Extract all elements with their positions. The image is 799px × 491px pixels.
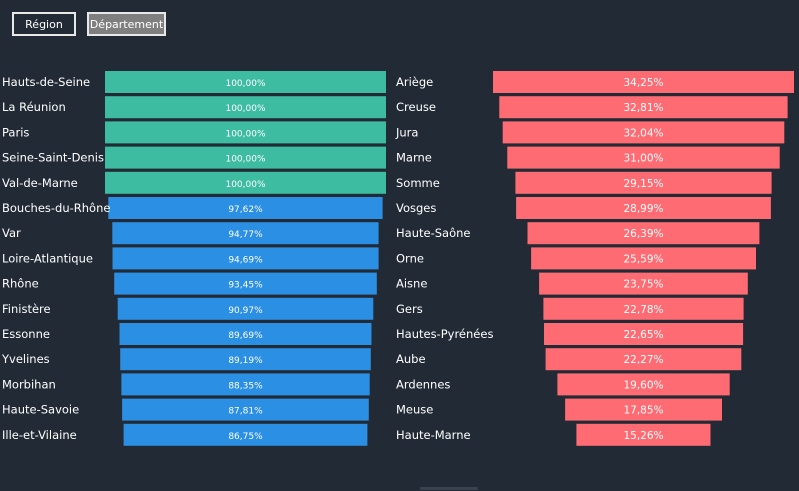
category-label: Rhône bbox=[2, 277, 39, 291]
value-label: 31,00% bbox=[623, 153, 663, 165]
category-label: Vosges bbox=[396, 201, 436, 215]
value-label: 19,60% bbox=[623, 379, 663, 391]
category-label: Jura bbox=[395, 125, 418, 139]
category-label: Ariège bbox=[396, 75, 433, 89]
bar-ari-ge[interactable] bbox=[493, 71, 794, 93]
bar-vosges[interactable] bbox=[516, 197, 771, 219]
bar-morbihan[interactable] bbox=[121, 373, 370, 396]
value-label: 34,25% bbox=[623, 77, 663, 89]
bar-essonne[interactable] bbox=[119, 323, 372, 345]
bar-haute-marne[interactable] bbox=[576, 423, 711, 446]
value-label: 15,26% bbox=[623, 430, 663, 442]
value-label: 88,35% bbox=[228, 381, 263, 391]
value-label: 97,62% bbox=[228, 205, 263, 215]
top-departements-funnel-chart: Hauts-de-Seine 100,00% La Réunion 100,00% Pa… bbox=[1, 71, 386, 446]
value-label: 89,69% bbox=[228, 331, 263, 341]
value-label: 94,77% bbox=[228, 230, 263, 240]
category-label: Var bbox=[2, 226, 21, 240]
bar-haute-sa-ne[interactable] bbox=[527, 222, 760, 245]
bar-orne[interactable] bbox=[531, 247, 756, 270]
bar-gers[interactable] bbox=[543, 297, 744, 320]
bar-seine-saint-denis[interactable] bbox=[105, 146, 386, 169]
bar-hautes-pyr-n-es[interactable] bbox=[544, 323, 744, 345]
category-label: Val-de-Marne bbox=[2, 176, 78, 190]
bar-somme[interactable] bbox=[515, 171, 772, 194]
category-label: Morbihan bbox=[2, 377, 56, 391]
bar-yvelines[interactable] bbox=[120, 348, 371, 371]
bar-hauts-de-seine[interactable] bbox=[105, 71, 386, 93]
category-label: Hauts-de-Seine bbox=[2, 75, 90, 89]
value-label: 100,00% bbox=[225, 129, 265, 139]
value-label: 87,81% bbox=[228, 407, 263, 417]
category-label: Orne bbox=[396, 251, 424, 265]
category-label: Seine-Saint-Denis bbox=[2, 151, 104, 165]
bar-var[interactable] bbox=[112, 222, 379, 245]
value-label: 89,19% bbox=[228, 356, 263, 366]
category-label: Aisne bbox=[396, 277, 427, 291]
bar-val-de-marne[interactable] bbox=[105, 171, 386, 194]
value-label: 100,00% bbox=[225, 180, 265, 190]
region-button[interactable]: Région bbox=[12, 12, 76, 36]
category-label: Marne bbox=[396, 151, 432, 165]
category-label: Ardennes bbox=[396, 377, 450, 391]
category-label: Yvelines bbox=[1, 352, 50, 366]
value-label: 29,15% bbox=[623, 178, 663, 190]
category-label: Gers bbox=[396, 302, 423, 316]
category-label: La Réunion bbox=[2, 100, 66, 114]
departement-button[interactable]: Département bbox=[87, 12, 166, 36]
bar-ille-et-vilaine[interactable] bbox=[123, 423, 368, 446]
bar-creuse[interactable] bbox=[499, 96, 788, 119]
bar-la-r-union[interactable] bbox=[105, 96, 386, 119]
value-label: 17,85% bbox=[623, 405, 663, 417]
value-label: 93,45% bbox=[228, 281, 263, 291]
value-label: 28,99% bbox=[623, 203, 663, 215]
category-label: Somme bbox=[396, 176, 440, 190]
value-label: 100,00% bbox=[225, 79, 265, 89]
value-label: 32,81% bbox=[623, 102, 663, 114]
value-label: 100,00% bbox=[225, 104, 265, 114]
bar-finist-re[interactable] bbox=[117, 297, 374, 320]
bar-marne[interactable] bbox=[507, 146, 780, 169]
category-label: Essonne bbox=[2, 327, 50, 341]
category-label: Aube bbox=[396, 352, 426, 366]
bar-rh-ne[interactable] bbox=[114, 272, 377, 295]
bar-jura[interactable] bbox=[502, 121, 785, 144]
value-label: 94,69% bbox=[228, 255, 263, 265]
value-label: 22,27% bbox=[623, 354, 663, 366]
value-label: 23,75% bbox=[623, 279, 663, 291]
bar-paris[interactable] bbox=[105, 121, 386, 144]
category-label: Bouches-du-Rhône bbox=[2, 201, 110, 215]
bar-meuse[interactable] bbox=[565, 398, 722, 421]
category-label: Meuse bbox=[396, 403, 433, 417]
value-label: 26,39% bbox=[623, 228, 663, 240]
value-label: 86,75% bbox=[228, 432, 263, 442]
value-label: 90,97% bbox=[228, 306, 263, 316]
bar-bouches-du-rh-ne[interactable] bbox=[108, 197, 383, 219]
category-label: Hautes-Pyrénées bbox=[396, 327, 493, 341]
category-label: Ille-et-Vilaine bbox=[2, 428, 77, 442]
value-label: 100,00% bbox=[225, 155, 265, 165]
bar-haute-savoie[interactable] bbox=[122, 398, 369, 421]
value-label: 32,04% bbox=[623, 127, 663, 139]
value-label: 22,65% bbox=[623, 329, 663, 341]
bar-loire-atlantique[interactable] bbox=[112, 247, 379, 270]
category-label: Paris bbox=[2, 125, 29, 139]
value-label: 22,78% bbox=[623, 304, 663, 316]
category-label: Haute-Saône bbox=[396, 226, 470, 240]
category-label: Haute-Savoie bbox=[2, 403, 79, 417]
category-label: Creuse bbox=[396, 100, 436, 114]
bar-aube[interactable] bbox=[545, 348, 742, 371]
value-label: 25,59% bbox=[623, 253, 663, 265]
category-label: Finistère bbox=[2, 302, 51, 316]
bar-ardennes[interactable] bbox=[557, 373, 730, 396]
bar-aisne[interactable] bbox=[539, 272, 748, 295]
category-label: Haute-Marne bbox=[396, 428, 471, 442]
scroll-indicator[interactable] bbox=[420, 487, 478, 490]
category-label: Loire-Atlantique bbox=[2, 251, 93, 265]
